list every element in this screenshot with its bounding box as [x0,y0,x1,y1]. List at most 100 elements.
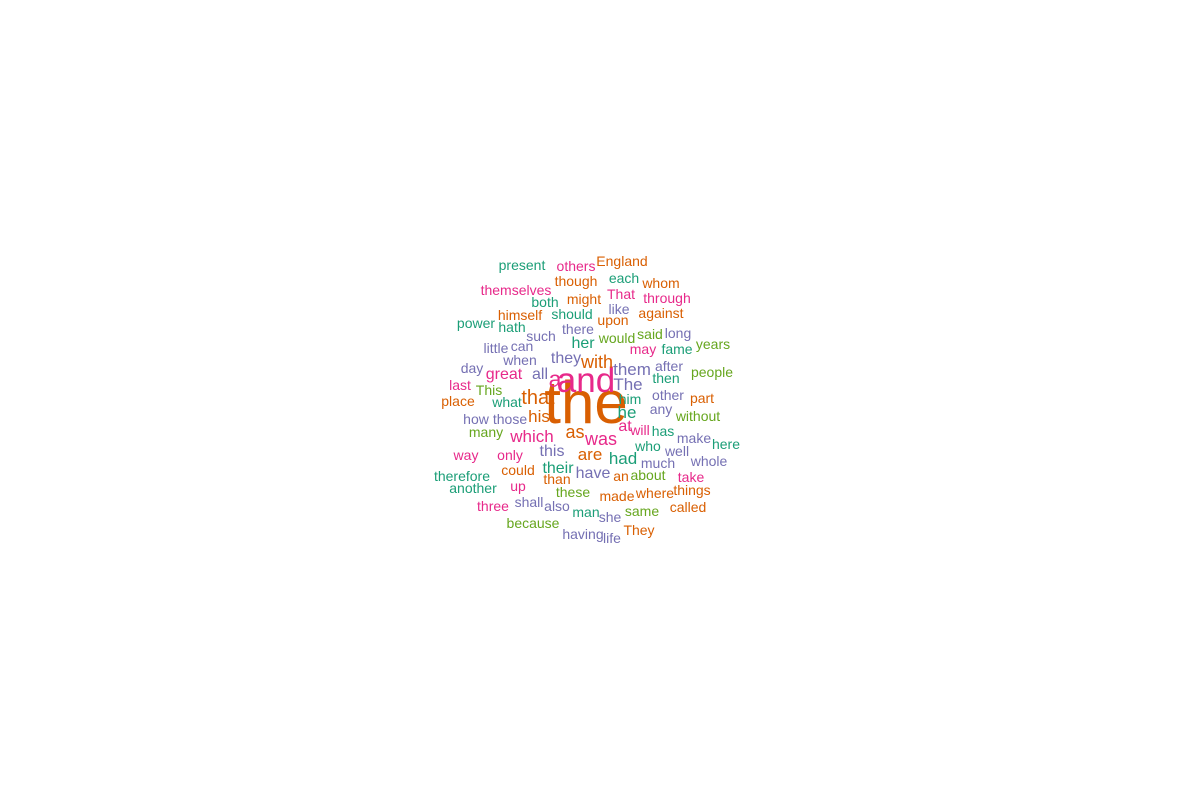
word-they: they [551,350,581,367]
word-have: have [576,465,611,482]
word-at: at [618,418,632,435]
word-there: there [562,321,594,337]
word-upon: upon [597,312,628,328]
word-other: other [652,387,684,403]
word-through: through [643,290,690,306]
word-without: without [675,408,720,424]
word-than: than [543,471,570,487]
word-she: she [599,509,622,525]
word-same: same [625,503,659,519]
word-his: his [528,407,550,426]
word-man: man [572,504,599,520]
word-life: life [603,530,621,546]
word-he: he [618,403,637,422]
word-power: power [457,315,495,331]
word-also: also [544,498,570,514]
word-whom: whom [641,275,679,291]
word-themselves: themselves [481,282,552,298]
word-they: They [623,522,654,538]
word-said: said [637,326,663,342]
word-here: here [712,436,740,452]
word-things: things [673,482,710,498]
word-an: an [613,468,629,484]
word-shall: shall [515,494,544,510]
word-the: the [544,369,627,436]
word-could: could [501,462,534,478]
word-take: take [678,469,705,485]
word-present: present [499,257,546,273]
word-made: made [599,488,634,504]
word-these: these [556,484,590,500]
word-would: would [598,330,636,346]
word-might: might [567,291,601,307]
word-many: many [469,424,503,440]
word-where: where [635,485,674,501]
word-their: their [542,460,574,477]
word-england: England [596,253,647,269]
word-who: who [634,438,661,454]
word-him: him [619,391,642,407]
word-as: as [565,422,584,442]
word-was: was [584,429,617,449]
word-what: what [491,394,522,410]
word-can: can [511,338,534,354]
word-both: both [531,294,558,310]
word-others: others [557,258,596,274]
word-such: such [526,328,556,344]
word-are: are [578,445,603,464]
word-three: three [477,498,509,514]
word-each: each [609,270,639,286]
word-another: another [449,480,497,496]
word-way: way [453,447,479,463]
word-a: a [549,366,562,392]
word-though: though [555,273,598,289]
word-the: The [613,375,642,394]
word-that: that [521,387,555,409]
word-place: place [441,393,475,409]
word-day: day [461,360,484,376]
word-this: this [540,443,565,460]
word-only: only [497,447,523,463]
word-will: will [629,422,649,438]
word-has: has [652,423,675,439]
word-little: little [484,340,509,356]
word-like: like [608,301,629,317]
word-make: make [677,430,711,446]
word-and: and [557,361,615,400]
word-any: any [650,401,673,417]
word-which: which [509,427,553,446]
word-much: much [641,455,675,471]
word-long: long [665,325,691,341]
word-fame: fame [661,341,692,357]
word-her: her [571,335,595,352]
word-years: years [696,336,730,352]
word-great: great [486,366,523,383]
word-with: with [580,352,613,372]
word-people: people [691,364,733,380]
word-part: part [690,390,714,406]
word-after: after [655,358,683,374]
word-when: when [502,352,536,368]
word-how: how [463,411,490,427]
word-up: up [510,478,526,494]
word-well: well [664,443,689,459]
word-about: about [630,467,665,483]
word-that: That [607,286,635,302]
word-hath: hath [498,319,525,335]
word-called: called [670,499,707,515]
word-because: because [507,515,560,531]
word-himself: himself [498,307,542,323]
word-them: them [613,360,651,379]
word-this: This [476,382,502,398]
word-then: then [652,370,679,386]
word-therefore: therefore [434,468,490,484]
word-those: those [493,411,527,427]
word-having: having [562,526,603,542]
word-against: against [638,305,683,321]
word-had: had [609,449,637,468]
word-last: last [449,377,471,393]
word-all: all [532,366,548,383]
word-may: may [630,341,656,357]
word-whole: whole [690,453,728,469]
